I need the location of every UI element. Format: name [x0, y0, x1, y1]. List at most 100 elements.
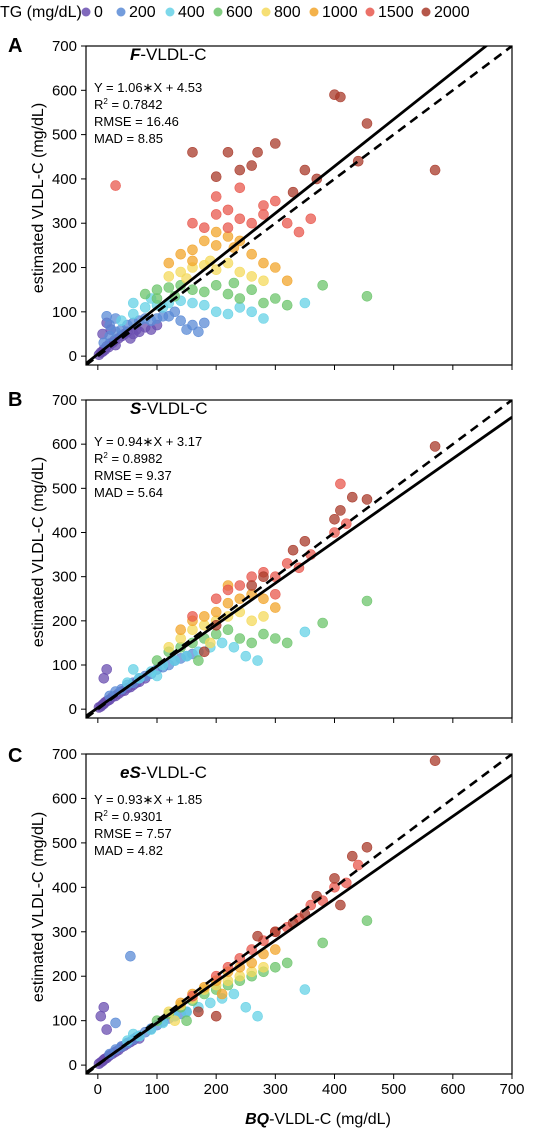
data-point-tg-1500 [293, 226, 305, 238]
data-point-tg-1500 [210, 593, 222, 605]
data-point-tg-2000 [252, 147, 263, 158]
data-point-tg-400 [240, 1001, 252, 1013]
data-point-tg-1500 [246, 217, 257, 229]
data-point-tg-1000 [163, 257, 175, 269]
data-point-tg-1500 [335, 478, 346, 490]
panel-letter: C [8, 745, 22, 767]
data-point-tg-800 [205, 637, 216, 649]
data-point-tg-1000 [281, 275, 293, 287]
data-point-tg-2000 [335, 91, 346, 103]
data-point-tg-800 [258, 275, 269, 287]
data-point-tg-1000 [222, 597, 234, 609]
data-point-tg-1000 [175, 248, 186, 260]
data-point-tg-600 [269, 961, 281, 973]
r-squared-exponent: 2 [103, 97, 108, 106]
plot-frame [85, 45, 513, 366]
legend-label-0: 0 [94, 4, 103, 21]
x-tick-label: 200 [204, 1081, 229, 1098]
data-point-tg-400 [181, 650, 192, 662]
legend-label-2000: 2000 [434, 4, 470, 21]
data-point-tg-0 [101, 1024, 112, 1035]
y-tick-label: 0 [69, 701, 77, 718]
data-point-tg-1500 [210, 191, 222, 202]
y-tick-label: 700 [52, 38, 77, 55]
panel-title-bold: S [130, 399, 142, 418]
data-point-tg-2000 [210, 1010, 222, 1022]
data-point-tg-1000 [269, 262, 281, 273]
data-point-tg-600 [234, 633, 246, 644]
data-point-tg-2000 [210, 171, 222, 182]
data-point-tg-600 [246, 284, 257, 296]
y-tick-label: 100 [52, 657, 77, 674]
data-point-tg-400 [299, 297, 311, 309]
data-point-tg-1000 [269, 602, 281, 613]
data-point-tg-200 [193, 326, 204, 338]
data-point-tg-400 [240, 650, 252, 662]
regression-line [86, 773, 512, 1074]
data-point-tg-0 [98, 672, 110, 684]
data-point-tg-0 [101, 664, 112, 675]
data-point-tg-400 [299, 626, 311, 638]
data-point-tg-400 [246, 306, 257, 318]
y-tick-label: 0 [69, 348, 77, 365]
data-point-tg-400 [128, 308, 139, 320]
data-point-tg-1000 [187, 255, 198, 267]
data-point-tg-1500 [187, 611, 198, 622]
identity-line [86, 46, 512, 365]
y-tick-label: 600 [52, 436, 77, 453]
data-point-tg-1500 [234, 580, 246, 591]
data-point-tg-800 [169, 1015, 181, 1027]
data-point-tg-400 [258, 313, 269, 324]
legend-marker-600 [213, 7, 223, 17]
data-point-tg-2000 [287, 186, 299, 198]
panel-title-rest: -VLDL-C [141, 399, 207, 418]
legend-label-1500: 1500 [378, 4, 414, 21]
data-point-tg-2000 [252, 930, 263, 942]
data-point-tg-1500 [222, 204, 234, 216]
legend-marker-0 [81, 7, 91, 17]
data-point-tg-1000 [187, 244, 198, 256]
data-point-tg-1500 [222, 222, 234, 233]
y-tick-label: 100 [52, 304, 77, 321]
legend-marker-2000 [421, 7, 431, 17]
data-point-tg-2000 [258, 571, 269, 583]
data-point-tg-600 [317, 279, 329, 291]
y-tick-label: 400 [52, 879, 77, 896]
data-point-tg-600 [193, 655, 204, 666]
data-point-tg-2000 [199, 646, 210, 658]
y-tick-label: 500 [52, 480, 77, 497]
data-point-tg-1500 [281, 217, 293, 229]
panel-title: S-VLDL-C [130, 399, 207, 418]
equation: Y = 0.94∗X + 3.17 [94, 434, 202, 449]
y-tick-label: 400 [52, 171, 77, 188]
panel-title-bold: F [130, 45, 141, 64]
legend-label-600: 600 [226, 4, 253, 21]
data-point-tg-2000 [346, 491, 358, 503]
data-point-tg-1500 [352, 859, 364, 871]
data-point-tg-2000 [361, 118, 373, 129]
data-point-tg-600 [210, 279, 222, 291]
data-point-tg-200 [199, 317, 210, 329]
data-point-tg-1000 [246, 248, 257, 260]
x-axis-label-rest: -VLDL-C (mg/dL) [269, 1111, 391, 1128]
data-point-tg-400 [139, 302, 151, 313]
data-point-tg-1000 [222, 231, 234, 242]
r-squared-label: R [94, 451, 103, 466]
data-point-tg-400 [205, 997, 216, 1009]
data-point-tg-600 [228, 277, 240, 289]
y-axis-label: estimated VLDL-C (mg/dL) [30, 103, 47, 293]
legend: TG (mg/dL) 0 200 400 600 800 1000 1500 2000 [0, 4, 470, 21]
y-tick-label: 500 [52, 835, 77, 852]
data-point-tg-200 [110, 1017, 121, 1029]
data-point-tg-2000 [361, 841, 373, 853]
data-point-tg-1500 [269, 195, 281, 207]
r-squared-label: R [94, 809, 103, 824]
data-point-tg-400 [222, 308, 234, 320]
plot-frame [85, 753, 513, 1075]
data-point-tg-800 [187, 624, 198, 636]
data-point-tg-1500 [340, 877, 352, 889]
r-squared: R2 = 0.8982 [94, 451, 162, 466]
data-point-tg-1000 [258, 257, 269, 269]
data-point-tg-1500 [110, 180, 121, 191]
